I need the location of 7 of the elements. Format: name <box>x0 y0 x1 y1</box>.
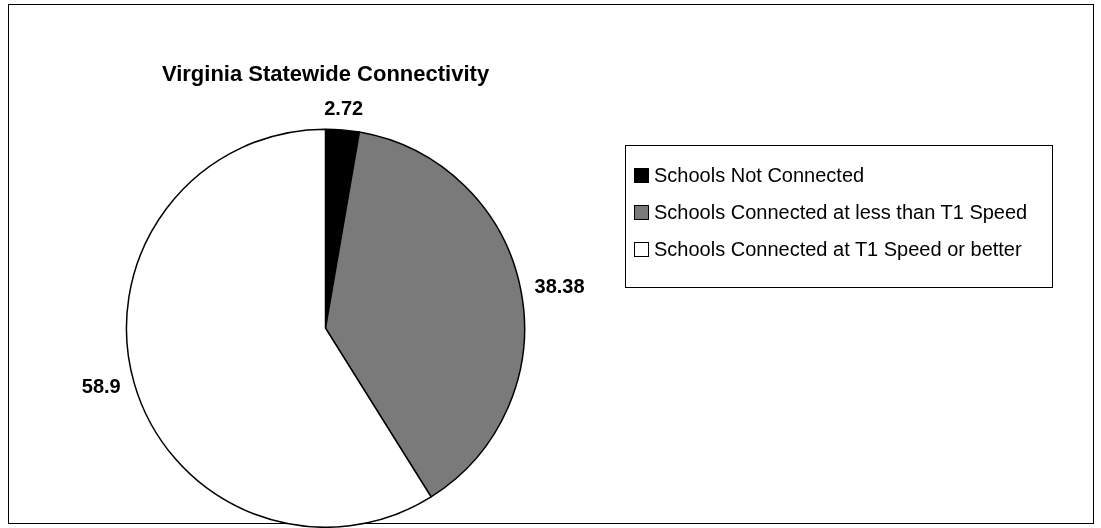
data-label: 38.38 <box>534 274 585 297</box>
data-label: 58.9 <box>81 374 121 397</box>
data-label: 2.72 <box>324 97 364 120</box>
legend-label: Schools Not Connected <box>654 164 865 187</box>
chart-title: Virginia Statewide Connectivity <box>161 61 490 87</box>
legend-label: Schools Connected at T1 Speed or better <box>654 238 1022 261</box>
legend-label: Schools Connected at less than T1 Speed <box>654 201 1028 224</box>
